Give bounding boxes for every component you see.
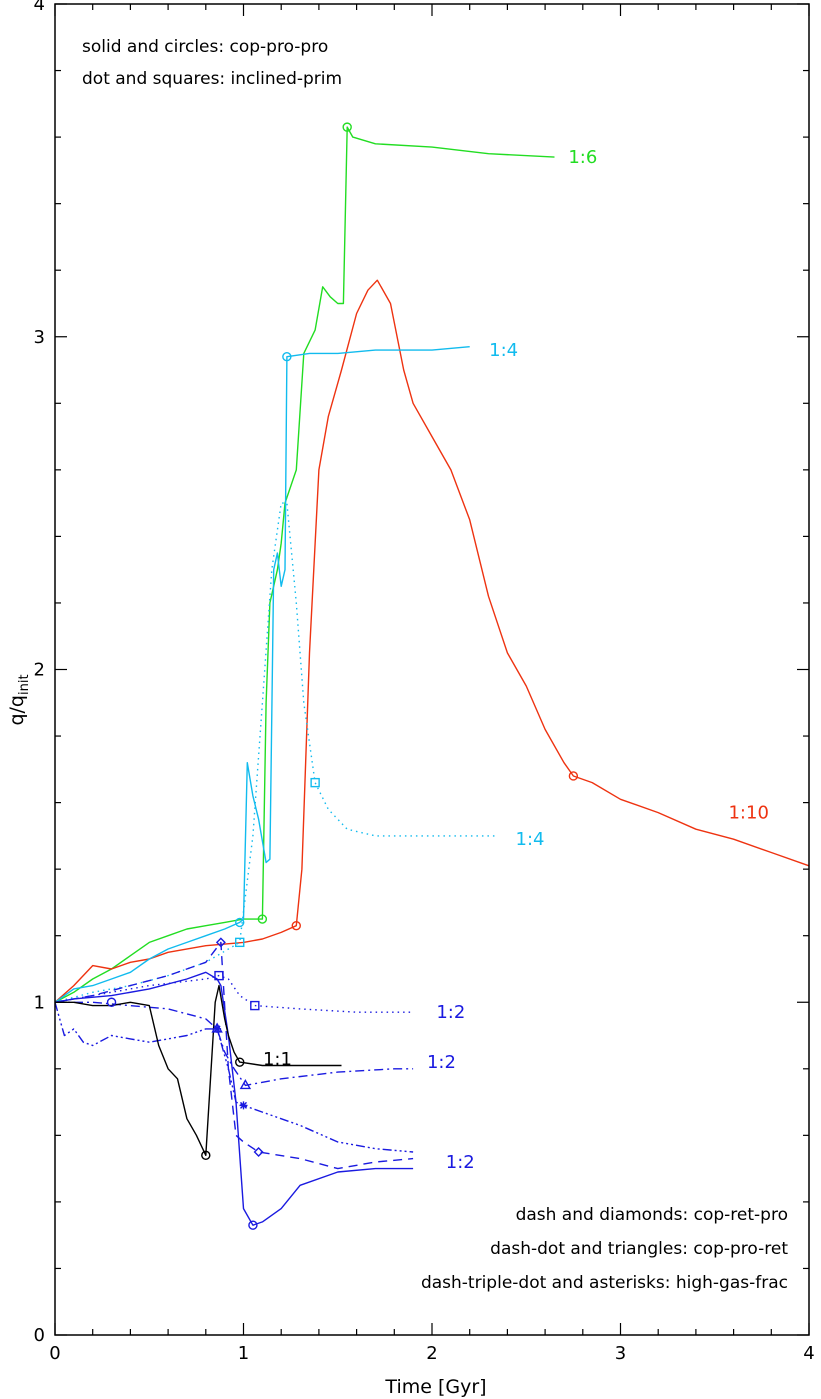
ratio-label: 1:2 <box>446 1152 475 1173</box>
circle-marker <box>282 352 292 362</box>
circle-marker <box>106 997 117 1007</box>
ratio-label: 1:6 <box>568 147 597 168</box>
x-tick-label: 3 <box>615 1343 626 1364</box>
y-tick-label: 0 <box>34 1325 45 1346</box>
series-line-blue-dash <box>54 941 414 1170</box>
y-axis-label: q/qinit <box>6 674 32 725</box>
x-axis-label: Time [Gyr] <box>384 1376 486 1398</box>
square-marker <box>214 970 224 981</box>
x-tick-label: 1 <box>238 1343 249 1364</box>
ratio-label: 1:10 <box>728 803 768 824</box>
series-line-blue-solid <box>54 971 414 1226</box>
circle-marker <box>248 1220 258 1230</box>
markers-group <box>106 122 579 1230</box>
y-tick-label: 2 <box>34 660 45 681</box>
ratio-label: 1:4 <box>516 829 545 850</box>
series-group <box>54 126 810 1226</box>
legend-note-2: dot and squares: inclined-prim <box>82 69 342 89</box>
legend-note-3: dash and diamonds: cop-ret-pro <box>516 1205 788 1225</box>
diamond-marker <box>215 937 226 948</box>
tick-labels: 0 1 2 3 4 0 1 2 3 4 <box>34 0 815 1364</box>
series-line-red-solid <box>54 279 810 1003</box>
x-tick-label: 2 <box>426 1343 437 1364</box>
series-line-blue-dashdotdot <box>54 1002 414 1153</box>
ratio-label: 1:4 <box>489 340 518 361</box>
series-line-blue-dashdot <box>55 1001 414 1087</box>
x-tick-label: 0 <box>49 1343 60 1364</box>
asterisk-marker <box>239 1101 248 1110</box>
y-tick-label: 1 <box>34 992 45 1013</box>
diamond-marker <box>253 1147 264 1157</box>
ratio-label: 1:2 <box>436 1002 465 1023</box>
legend-note-1: solid and circles: cop-pro-pro <box>82 37 328 57</box>
square-marker <box>235 937 245 948</box>
series-line-black-solid <box>55 984 342 1156</box>
square-marker <box>250 1000 260 1011</box>
svg-text:q/qinit: q/qinit <box>6 674 32 725</box>
y-tick-label: 4 <box>34 0 45 15</box>
ratio-labels: 1:6 1:4 1:10 1:4 1:2 1:1 1:2 1:2 <box>263 147 769 1173</box>
ratio-label: 1:1 <box>263 1049 292 1070</box>
legend-note-4: dash-dot and triangles: cop-pro-ret <box>490 1239 788 1259</box>
circle-marker <box>568 771 579 781</box>
circle-marker <box>291 921 301 931</box>
triangle-marker <box>239 1079 252 1090</box>
series-line-cyan-dot <box>54 502 498 1003</box>
circle-marker <box>257 914 268 924</box>
circle-marker <box>235 1057 245 1067</box>
series-line-green-solid <box>54 126 555 1003</box>
asterisk-marker <box>213 1024 222 1033</box>
series-line-cyan-solid <box>54 346 470 1003</box>
circle-marker <box>235 917 245 928</box>
circle-marker <box>201 1150 211 1161</box>
circle-marker <box>342 122 352 132</box>
plot-frame <box>54 3 810 1336</box>
ratio-label: 1:2 <box>427 1052 456 1073</box>
series-line-blue-dot <box>54 974 414 1013</box>
legend-note-5: dash-triple-dot and asterisks: high-gas-… <box>421 1273 788 1293</box>
axis-ticks <box>54 3 810 1336</box>
x-tick-label: 4 <box>803 1343 814 1364</box>
square-marker <box>310 777 320 788</box>
y-tick-label: 3 <box>34 327 45 348</box>
